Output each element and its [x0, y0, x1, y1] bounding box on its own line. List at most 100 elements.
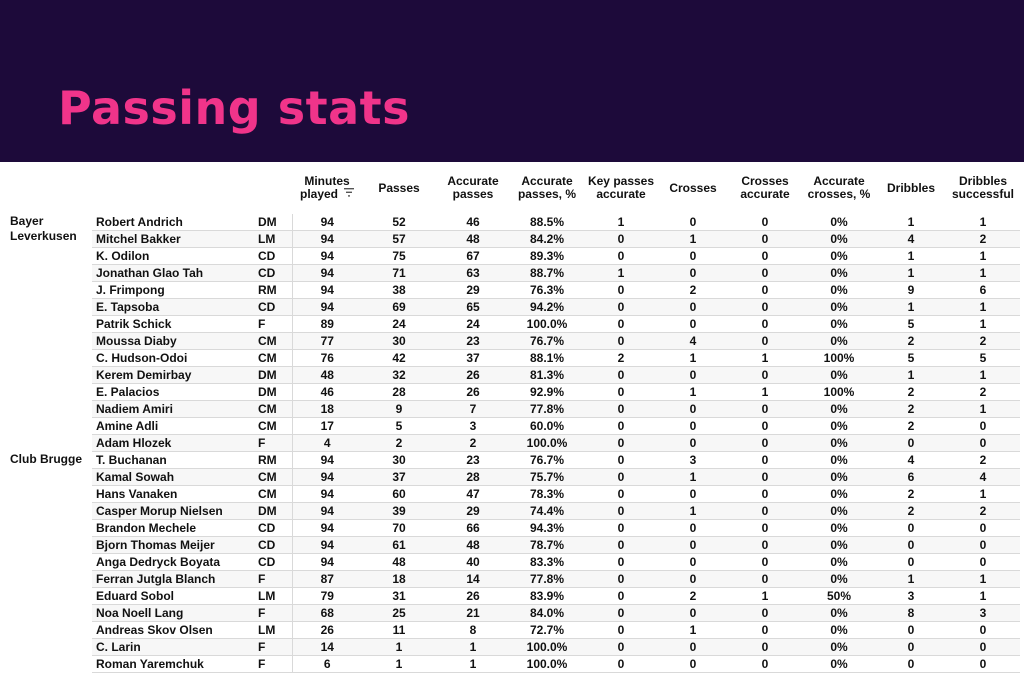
stat-cell-key-passes-accurate: 0 — [584, 502, 658, 520]
stat-cell-minutes-played: 76 — [292, 349, 362, 367]
stat-cell-accurate-passes-pct: 94.3% — [510, 519, 584, 537]
table-row: Amine Adli CM 17 5 3 60.0% 0 0 0 0% 2 0 — [6, 417, 1020, 435]
stat-cell-accurate-passes-pct: 76.7% — [510, 332, 584, 350]
stat-cell-dribbles-successful: 1 — [946, 298, 1020, 316]
stat-cell-minutes-played: 18 — [292, 400, 362, 418]
sort-descending-icon[interactable] — [344, 188, 354, 201]
stat-cell-passes: 1 — [362, 655, 436, 673]
stat-cell-crosses: 0 — [658, 315, 728, 333]
stat-cell-passes: 38 — [362, 281, 436, 299]
stat-cell-key-passes-accurate: 2 — [584, 349, 658, 367]
stat-cell-minutes-played: 94 — [292, 451, 362, 469]
stat-cell-dribbles: 0 — [876, 536, 946, 554]
stat-cell-accurate-passes: 48 — [436, 230, 510, 248]
column-header-accurate-passes-pct[interactable]: Accurate passes, % — [510, 162, 584, 214]
column-header-label: Crosses accurate — [740, 174, 790, 201]
stat-cell-passes: 42 — [362, 349, 436, 367]
column-header-label: Dribbles successful — [951, 174, 1015, 201]
player-name-cell: E. Palacios — [92, 383, 252, 401]
stat-cell-accurate-passes-pct: 78.3% — [510, 485, 584, 503]
table-row: Kerem Demirbay DM 48 32 26 81.3% 0 0 0 0% 1 1 — [6, 366, 1020, 384]
stat-cell-accurate-crosses-pct: 0% — [802, 570, 876, 588]
position-cell: LM — [252, 621, 293, 639]
stat-cell-passes: 9 — [362, 400, 436, 418]
player-name-cell: Amine Adli — [92, 417, 252, 435]
position-cell: RM — [252, 451, 293, 469]
stat-cell-dribbles: 5 — [876, 315, 946, 333]
stat-cell-minutes-played: 94 — [292, 230, 362, 248]
player-name-cell: J. Frimpong — [92, 281, 252, 299]
stat-cell-minutes-played: 79 — [292, 587, 362, 605]
stat-cell-crosses: 0 — [658, 570, 728, 588]
stat-cell-accurate-crosses-pct: 0% — [802, 434, 876, 452]
stat-cell-minutes-played: 87 — [292, 570, 362, 588]
stat-cell-crosses: 0 — [658, 655, 728, 673]
player-header — [92, 162, 252, 214]
stat-cell-crosses: 1 — [658, 230, 728, 248]
stat-cell-dribbles: 1 — [876, 366, 946, 384]
stat-cell-dribbles: 0 — [876, 519, 946, 537]
position-cell: CD — [252, 247, 293, 265]
position-cell: DM — [252, 366, 293, 384]
table-row: J. Frimpong RM 94 38 29 76.3% 0 2 0 0% 9 6 — [6, 281, 1020, 299]
stat-cell-accurate-crosses-pct: 0% — [802, 502, 876, 520]
stat-cell-key-passes-accurate: 0 — [584, 400, 658, 418]
stat-cell-accurate-passes-pct: 77.8% — [510, 400, 584, 418]
stat-cell-crosses: 2 — [658, 281, 728, 299]
stat-cell-accurate-crosses-pct: 0% — [802, 332, 876, 350]
stat-cell-key-passes-accurate: 0 — [584, 451, 658, 469]
stat-cell-accurate-crosses-pct: 0% — [802, 281, 876, 299]
stat-cell-accurate-passes-pct: 89.3% — [510, 247, 584, 265]
stat-cell-crosses: 0 — [658, 247, 728, 265]
column-header-accurate-passes[interactable]: Accurate passes — [436, 162, 510, 214]
stat-cell-dribbles: 1 — [876, 247, 946, 265]
stat-cell-passes: 71 — [362, 264, 436, 282]
stat-cell-dribbles: 4 — [876, 451, 946, 469]
table-row: Patrik Schick F 89 24 24 100.0% 0 0 0 0% 5 1 — [6, 315, 1020, 333]
position-cell: CD — [252, 298, 293, 316]
stat-cell-crosses: 1 — [658, 383, 728, 401]
position-cell: CM — [252, 349, 293, 367]
column-header-dribbles-successful[interactable]: Dribbles successful — [946, 162, 1020, 214]
stat-cell-dribbles: 6 — [876, 468, 946, 486]
stat-cell-crosses: 0 — [658, 553, 728, 571]
column-header-key-passes-accurate[interactable]: Key passes accurate — [584, 162, 658, 214]
stat-cell-key-passes-accurate: 0 — [584, 621, 658, 639]
stat-cell-dribbles: 2 — [876, 400, 946, 418]
stat-cell-accurate-passes: 40 — [436, 553, 510, 571]
stat-cell-dribbles-successful: 0 — [946, 417, 1020, 435]
stat-cell-dribbles-successful: 5 — [946, 349, 1020, 367]
stat-cell-accurate-passes-pct: 81.3% — [510, 366, 584, 384]
column-header-dribbles[interactable]: Dribbles — [876, 162, 946, 214]
table-row: E. Tapsoba CD 94 69 65 94.2% 0 0 0 0% 1 1 — [6, 298, 1020, 316]
stat-cell-dribbles: 2 — [876, 383, 946, 401]
stat-cell-accurate-passes: 48 — [436, 536, 510, 554]
stat-cell-crosses: 0 — [658, 434, 728, 452]
stat-cell-key-passes-accurate: 0 — [584, 281, 658, 299]
stat-cell-crosses-accurate: 0 — [728, 553, 802, 571]
stat-cell-crosses-accurate: 0 — [728, 281, 802, 299]
stat-cell-dribbles: 8 — [876, 604, 946, 622]
player-name-cell: Roman Yaremchuk — [92, 655, 252, 673]
stat-cell-dribbles: 0 — [876, 434, 946, 452]
stat-cell-dribbles: 2 — [876, 417, 946, 435]
position-cell: F — [252, 655, 293, 673]
column-header-minutes-played[interactable]: Minutes played — [292, 162, 362, 214]
stat-cell-passes: 32 — [362, 366, 436, 384]
player-name-cell: K. Odilon — [92, 247, 252, 265]
column-header-crosses[interactable]: Crosses — [658, 162, 728, 214]
stat-cell-accurate-passes-pct: 83.3% — [510, 553, 584, 571]
stat-cell-dribbles-successful: 1 — [946, 264, 1020, 282]
stat-cell-passes: 57 — [362, 230, 436, 248]
column-header-accurate-crosses-pct[interactable]: Accurate crosses, % — [802, 162, 876, 214]
column-header-label: Accurate passes, % — [517, 174, 577, 201]
stat-cell-accurate-passes: 67 — [436, 247, 510, 265]
table-row: Bjorn Thomas Meijer CD 94 61 48 78.7% 0 0 0 0% 0 0 — [6, 536, 1020, 554]
column-header-passes[interactable]: Passes — [362, 162, 436, 214]
stat-cell-crosses: 1 — [658, 502, 728, 520]
stat-cell-accurate-crosses-pct: 100% — [802, 383, 876, 401]
column-header-crosses-accurate[interactable]: Crosses accurate — [728, 162, 802, 214]
stat-cell-crosses-accurate: 0 — [728, 400, 802, 418]
player-name-cell: Kerem Demirbay — [92, 366, 252, 384]
column-header-label: Crosses — [669, 180, 717, 195]
